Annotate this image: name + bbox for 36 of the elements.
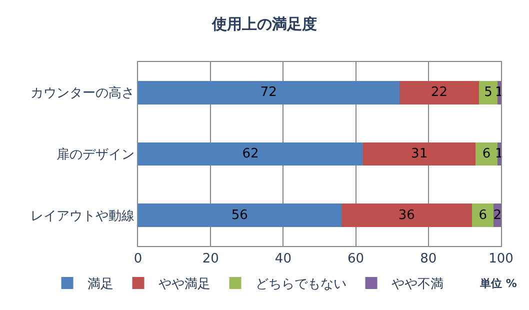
data-label: 6: [478, 208, 487, 223]
data-label: 1: [495, 146, 504, 162]
data-label: 1: [495, 85, 504, 100]
bar: [399, 81, 480, 104]
bar: [363, 142, 476, 166]
legend-label: 満足: [87, 277, 114, 292]
y-tick-label: 扉のデザイン: [56, 148, 134, 163]
x-tick-label: 20: [202, 252, 219, 267]
data-label: 72: [260, 85, 277, 100]
data-label: 6: [482, 146, 491, 162]
legend-label: どちらでもない: [255, 277, 346, 292]
data-label: 31: [411, 146, 428, 162]
data-label: 22: [431, 85, 448, 100]
data-label: 36: [398, 208, 415, 223]
x-tick-label: 60: [348, 252, 364, 267]
data-label: 2: [493, 208, 502, 223]
bar: [472, 204, 494, 227]
data-label: 62: [242, 146, 259, 162]
x-tick-label: 80: [420, 252, 437, 267]
bar: [341, 204, 472, 227]
y-tick-label: カウンターの高さ: [30, 85, 134, 102]
chart-title: 使用上の満足度: [211, 15, 317, 34]
bar: [479, 81, 498, 104]
legend-label: やや満足: [158, 277, 210, 292]
x-tick-label: 0: [134, 252, 142, 267]
x-tick-label: 100: [488, 252, 514, 267]
bar: [138, 204, 342, 227]
legend-label: やや不満: [391, 277, 444, 292]
x-tick-label: 40: [274, 252, 292, 267]
bar: [476, 142, 498, 166]
text: 単位 %: [479, 277, 517, 290]
y-tick-label: レイアウトや動線: [30, 208, 134, 224]
bar: [138, 81, 400, 104]
bar: [138, 142, 364, 166]
data-label: 56: [231, 208, 248, 223]
data-label: 5: [484, 85, 492, 100]
